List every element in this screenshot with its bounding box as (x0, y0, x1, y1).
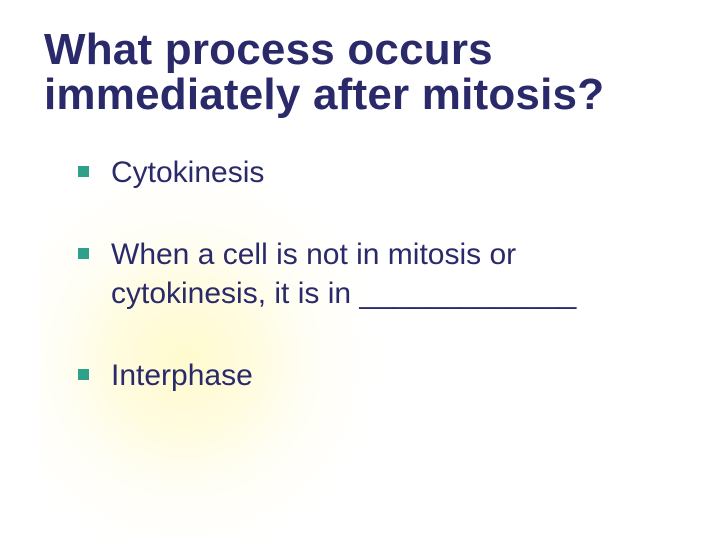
bullet-list: Cytokinesis When a cell is not in mitosi… (44, 154, 676, 396)
square-bullet-icon (78, 248, 89, 259)
square-bullet-icon (78, 369, 89, 380)
list-item: Interphase (78, 357, 676, 395)
list-item: Cytokinesis (78, 154, 676, 192)
square-bullet-icon (78, 166, 89, 177)
list-item-text: When a cell is not in mitosis or cytokin… (111, 236, 671, 313)
list-item-text: Cytokinesis (111, 154, 264, 192)
slide-container: What process occurs immediately after mi… (0, 0, 720, 540)
slide-title: What process occurs immediately after mi… (44, 28, 676, 118)
list-item: When a cell is not in mitosis or cytokin… (78, 236, 676, 313)
list-item-text: Interphase (111, 357, 253, 395)
